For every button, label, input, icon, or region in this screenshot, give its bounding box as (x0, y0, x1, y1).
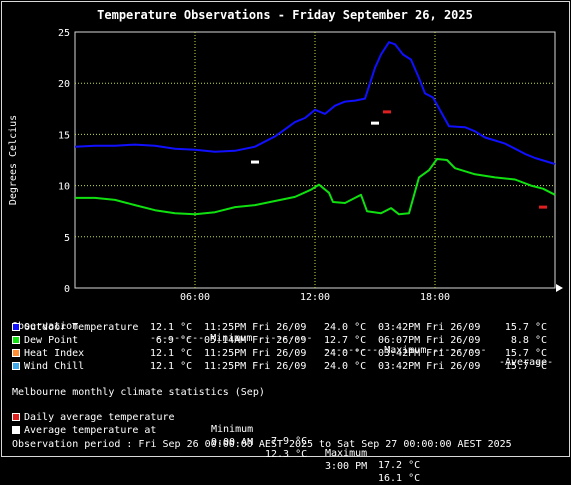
y-tick-label: 5 (64, 233, 70, 244)
chart-title: Temperature Observations - Friday Septem… (97, 8, 473, 22)
legend-header-maximum: --------- Maximum --------- (324, 345, 487, 356)
dew-point-line (75, 158, 556, 216)
legend-swatch (12, 323, 20, 331)
legend-min-value: 12.1 °C (150, 348, 193, 359)
legend-min-time: 11:25PM Fri 26/09 (204, 322, 307, 333)
x-tick-label: 06:00 (180, 292, 210, 300)
legend-header: Observation --------- Minimum --------- … (12, 309, 553, 369)
y-tick-label: 20 (58, 79, 70, 90)
average-markers (251, 110, 547, 209)
monthly-average-marker (383, 110, 391, 114)
series-lines (74, 41, 556, 216)
monthly-average-marker (539, 205, 547, 209)
legend-average: 15.7 °C (504, 322, 547, 333)
climate-avg-val2: 16.1 °C (378, 473, 421, 484)
temperature-chart: Temperature Observations - Friday Septem… (8, 8, 563, 300)
legend-header-average: -Average- (499, 357, 554, 368)
average-at-marker (251, 160, 259, 164)
plot-arrow-icon (556, 284, 563, 292)
legend-max-time: 03:42PM Fri 26/09 (378, 322, 481, 333)
axis-ticks: 0 5 10 15 20 25 06:00 12:00 18:00 (58, 28, 450, 300)
legend-max-value: 24.0 °C (324, 348, 367, 359)
climate-avg-time2: 3:00 PM (325, 461, 368, 472)
legend-min-time: 05:14AM Fri 26/09 (204, 335, 307, 346)
outdoor-temperature-line (74, 41, 556, 166)
plot-area (74, 31, 556, 289)
legend-min-value: 6.9 °C (155, 335, 192, 346)
y-tick-label: 25 (58, 28, 70, 39)
legend-average: 8.8 °C (510, 335, 547, 346)
legend-swatch (12, 362, 20, 370)
climate-daily-max-label: Maximum (325, 448, 368, 459)
y-axis-label: Degrees Celcius (8, 115, 19, 205)
legend-swatch (12, 349, 20, 357)
legend-max-value: 24.0 °C (324, 361, 367, 372)
legend-label: Dew Point (12, 335, 78, 347)
legend-max-value: 24.0 °C (324, 322, 367, 333)
legend-average: 15.7 °C (504, 348, 547, 359)
legend-average: 15.7 °C (504, 361, 547, 372)
legend-min-time: 11:25PM Fri 26/09 (204, 348, 307, 359)
climate-avg-label: Average temperature at (24, 425, 157, 436)
legend-min-value: 12.1 °C (150, 361, 193, 372)
climate-heading: Melbourne monthly climate statistics (Se… (12, 387, 265, 398)
legend-label: Outdoor Temperature (12, 322, 138, 334)
legend-label-text: Heat Index (24, 348, 85, 359)
legend-label-text: Dew Point (24, 335, 79, 346)
average-at-swatch (12, 426, 20, 434)
y-tick-label: 15 (58, 130, 70, 141)
y-tick-label: 10 (58, 182, 70, 193)
legend-max-time: 03:42PM Fri 26/09 (378, 348, 481, 359)
legend-label: Wind Chill (12, 361, 84, 373)
chart-frame (1, 1, 570, 457)
average-at-marker (371, 121, 379, 125)
legend-max-value: 12.7 °C (324, 335, 367, 346)
legend-label-text: Outdoor Temperature (24, 322, 139, 333)
legend-swatch (12, 336, 20, 344)
climate-daily-min-label: Minimum (211, 424, 254, 435)
legend-max-time: 03:42PM Fri 26/09 (378, 361, 481, 372)
x-tick-label: 18:00 (420, 292, 450, 300)
grid-lines (75, 32, 555, 288)
legend-label-text: Wind Chill (24, 361, 85, 372)
climate-daily-max: 17.2 °C (378, 460, 421, 471)
climate-daily-min: 7.9 °C (271, 436, 308, 447)
legend-min-time: 11:25PM Fri 26/09 (204, 361, 307, 372)
monthly-average-swatch (12, 413, 20, 421)
y-tick-label: 0 (64, 284, 70, 295)
climate-avg-val1: 12.3 °C (265, 449, 308, 460)
x-tick-label: 12:00 (300, 292, 330, 300)
observation-period: Observation period : Fri Sep 26 00:00:00… (12, 439, 512, 450)
legend-min-value: 12.1 °C (150, 322, 193, 333)
climate-avg-time1: 9:00 AM (211, 437, 254, 448)
climate-daily-label: Daily average temperature (24, 412, 175, 423)
legend-label: Heat Index (12, 348, 84, 360)
legend-header-observation: Observation (12, 321, 79, 332)
legend-max-time: 06:07PM Fri 26/09 (378, 335, 481, 346)
legend-header-minimum: --------- Minimum --------- (150, 333, 313, 344)
